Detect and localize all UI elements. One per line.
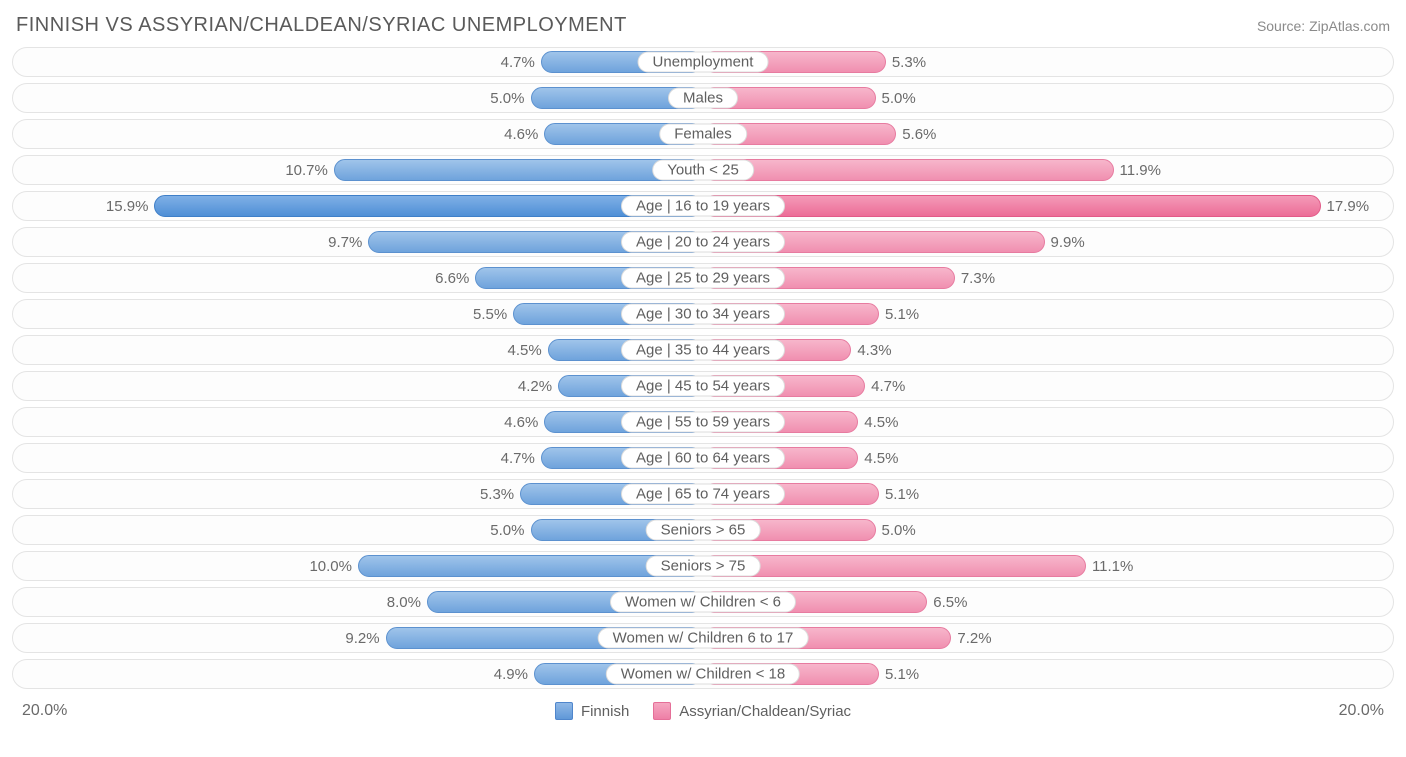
row-label: Females bbox=[659, 124, 747, 145]
value-right: 5.0% bbox=[876, 84, 916, 112]
value-right: 5.0% bbox=[876, 516, 916, 544]
row-label: Age | 25 to 29 years bbox=[621, 268, 785, 289]
value-left: 5.0% bbox=[490, 84, 530, 112]
chart-footer: 20.0% Finnish Assyrian/Chaldean/Syriac 2… bbox=[12, 695, 1394, 727]
value-left: 5.5% bbox=[473, 300, 513, 328]
row-label: Age | 60 to 64 years bbox=[621, 448, 785, 469]
chart-row: 6.6% 7.3% Age | 25 to 29 years bbox=[12, 263, 1394, 293]
value-right: 4.5% bbox=[858, 408, 898, 436]
value-left: 15.9% bbox=[106, 192, 155, 220]
chart-row: 4.5% 4.3% Age | 35 to 44 years bbox=[12, 335, 1394, 365]
row-label: Age | 55 to 59 years bbox=[621, 412, 785, 433]
chart-row: 9.2% 7.2% Women w/ Children 6 to 17 bbox=[12, 623, 1394, 653]
row-label: Unemployment bbox=[638, 52, 769, 73]
chart-row: 5.0% 5.0% Seniors > 65 bbox=[12, 515, 1394, 545]
value-left: 4.9% bbox=[494, 660, 534, 688]
chart-row: 5.0% 5.0% Males bbox=[12, 83, 1394, 113]
chart-row: 4.6% 4.5% Age | 55 to 59 years bbox=[12, 407, 1394, 437]
axis-max-right: 20.0% bbox=[1339, 702, 1384, 720]
value-right: 5.3% bbox=[886, 48, 926, 76]
value-right: 7.2% bbox=[951, 624, 991, 652]
value-left: 4.2% bbox=[518, 372, 558, 400]
chart-rows: 4.7% 5.3% Unemployment 5.0% 5.0% Males 4.6% 5.6… bbox=[12, 47, 1394, 689]
chart-row: 10.7% 11.9% Youth < 25 bbox=[12, 155, 1394, 185]
legend-swatch-left-icon bbox=[555, 702, 573, 720]
value-left: 8.0% bbox=[387, 588, 427, 616]
chart-row: 5.5% 5.1% Age | 30 to 34 years bbox=[12, 299, 1394, 329]
chart-row: 5.3% 5.1% Age | 65 to 74 years bbox=[12, 479, 1394, 509]
value-right: 4.7% bbox=[865, 372, 905, 400]
value-right: 4.3% bbox=[851, 336, 891, 364]
value-right: 5.1% bbox=[879, 480, 919, 508]
row-label: Women w/ Children < 18 bbox=[606, 664, 800, 685]
value-left: 4.6% bbox=[504, 408, 544, 436]
axis-max-left: 20.0% bbox=[22, 702, 67, 720]
bar-left bbox=[334, 159, 703, 181]
value-right: 7.3% bbox=[955, 264, 995, 292]
value-left: 9.7% bbox=[328, 228, 368, 256]
chart-row: 8.0% 6.5% Women w/ Children < 6 bbox=[12, 587, 1394, 617]
row-label: Seniors > 75 bbox=[646, 556, 761, 577]
row-label: Age | 20 to 24 years bbox=[621, 232, 785, 253]
value-right: 11.9% bbox=[1114, 156, 1161, 184]
chart-row: 4.7% 4.5% Age | 60 to 64 years bbox=[12, 443, 1394, 473]
row-label: Age | 65 to 74 years bbox=[621, 484, 785, 505]
row-label: Age | 16 to 19 years bbox=[621, 196, 785, 217]
value-left: 4.7% bbox=[501, 444, 541, 472]
value-right: 11.1% bbox=[1086, 552, 1133, 580]
chart-source: Source: ZipAtlas.com bbox=[1257, 18, 1390, 34]
value-right: 5.1% bbox=[879, 300, 919, 328]
legend-label-left: Finnish bbox=[581, 703, 629, 720]
value-right: 5.1% bbox=[879, 660, 919, 688]
row-label: Males bbox=[668, 88, 738, 109]
row-label: Youth < 25 bbox=[652, 160, 754, 181]
chart-row: 4.7% 5.3% Unemployment bbox=[12, 47, 1394, 77]
value-left: 5.0% bbox=[490, 516, 530, 544]
legend-item-right: Assyrian/Chaldean/Syriac bbox=[653, 702, 851, 720]
row-label: Seniors > 65 bbox=[646, 520, 761, 541]
row-label: Women w/ Children < 6 bbox=[610, 592, 796, 613]
chart-title: FINNISH VS ASSYRIAN/CHALDEAN/SYRIAC UNEM… bbox=[16, 14, 627, 37]
chart-row: 4.9% 5.1% Women w/ Children < 18 bbox=[12, 659, 1394, 689]
legend-item-left: Finnish bbox=[555, 702, 629, 720]
legend-label-right: Assyrian/Chaldean/Syriac bbox=[679, 703, 851, 720]
row-label: Women w/ Children 6 to 17 bbox=[598, 628, 809, 649]
value-left: 4.5% bbox=[508, 336, 548, 364]
chart-header: FINNISH VS ASSYRIAN/CHALDEAN/SYRIAC UNEM… bbox=[12, 8, 1394, 47]
row-label: Age | 35 to 44 years bbox=[621, 340, 785, 361]
chart-row: 4.2% 4.7% Age | 45 to 54 years bbox=[12, 371, 1394, 401]
value-left: 10.7% bbox=[285, 156, 334, 184]
value-right: 5.6% bbox=[896, 120, 936, 148]
legend: Finnish Assyrian/Chaldean/Syriac bbox=[555, 702, 851, 720]
value-right: 9.9% bbox=[1045, 228, 1085, 256]
value-right: 17.9% bbox=[1321, 192, 1370, 220]
value-left: 4.7% bbox=[501, 48, 541, 76]
chart-row: 9.7% 9.9% Age | 20 to 24 years bbox=[12, 227, 1394, 257]
row-label: Age | 45 to 54 years bbox=[621, 376, 785, 397]
bar-right bbox=[703, 555, 1086, 577]
chart-row: 4.6% 5.6% Females bbox=[12, 119, 1394, 149]
bar-right bbox=[703, 195, 1321, 217]
legend-swatch-right-icon bbox=[653, 702, 671, 720]
value-left: 4.6% bbox=[504, 120, 544, 148]
bar-right bbox=[703, 159, 1114, 181]
value-right: 4.5% bbox=[858, 444, 898, 472]
chart-row: 10.0% 11.1% Seniors > 75 bbox=[12, 551, 1394, 581]
row-label: Age | 30 to 34 years bbox=[621, 304, 785, 325]
value-left: 9.2% bbox=[345, 624, 385, 652]
value-right: 6.5% bbox=[927, 588, 967, 616]
value-left: 6.6% bbox=[435, 264, 475, 292]
chart-row: 15.9% 17.9% Age | 16 to 19 years bbox=[12, 191, 1394, 221]
value-left: 5.3% bbox=[480, 480, 520, 508]
value-left: 10.0% bbox=[309, 552, 358, 580]
